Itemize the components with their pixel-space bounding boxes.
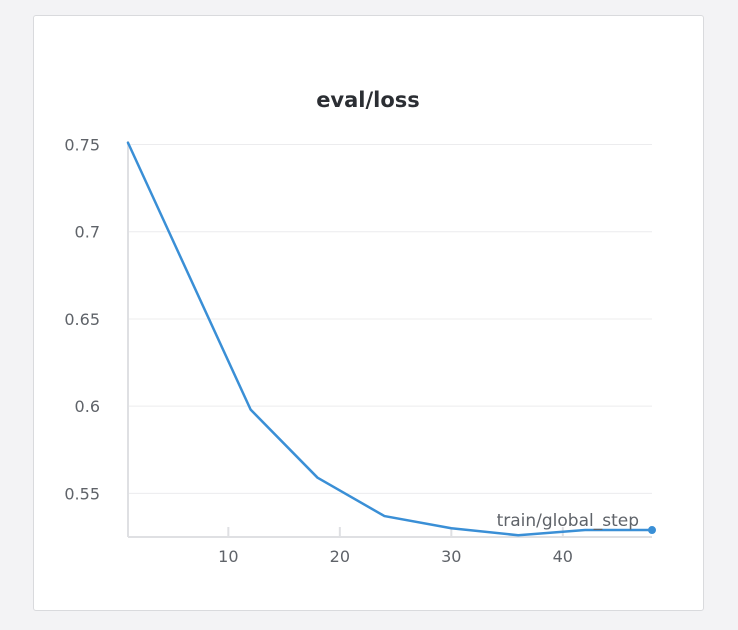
- series-layer[interactable]: [126, 141, 656, 537]
- x-axis-label: train/global_step: [497, 511, 639, 531]
- chart-panel: [33, 15, 704, 611]
- y-tick-label: 0.75: [64, 135, 100, 154]
- x-tick-labels: 10 20 30 40: [218, 547, 573, 566]
- y-tick-label: 0.7: [75, 223, 100, 242]
- chart-title: eval/loss: [316, 88, 420, 112]
- series-line[interactable]: [126, 141, 654, 537]
- y-tick-label: 0.65: [64, 310, 100, 329]
- series-endpoint[interactable]: [648, 526, 656, 535]
- x-tick-label: 30: [441, 547, 461, 566]
- y-tick-label: 0.55: [64, 484, 100, 503]
- axes: [127, 141, 652, 538]
- x-tick-label: 20: [330, 547, 350, 566]
- y-tick-labels: 0.55 0.6 0.65 0.7 0.75: [64, 135, 100, 503]
- x-tick-label: 10: [218, 547, 238, 566]
- x-tick-label: 40: [553, 547, 573, 566]
- gridlines: [128, 143, 652, 494]
- y-tick-label: 0.6: [75, 397, 100, 416]
